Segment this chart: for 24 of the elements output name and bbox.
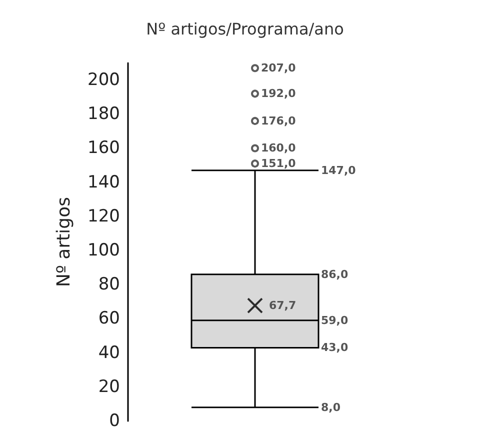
annotation: 192,0 bbox=[261, 87, 296, 100]
y-tick-label: 20 bbox=[98, 376, 120, 397]
y-tick-label: 60 bbox=[98, 308, 120, 329]
y-tick-label: 180 bbox=[88, 104, 120, 124]
text: 8,0 bbox=[321, 400, 341, 414]
annotation: 176,0 bbox=[261, 114, 296, 128]
annotation: 207,0 bbox=[261, 62, 296, 75]
y-tick-label: 40 bbox=[98, 342, 120, 363]
annotation: 160,0 bbox=[261, 142, 296, 155]
annotation: 151,0 bbox=[261, 157, 296, 170]
y-axis-title: Nº artigos bbox=[54, 197, 74, 287]
text: 43,0 bbox=[321, 341, 348, 354]
y-tick-label: 120 bbox=[88, 206, 120, 226]
y-tick-label: 80 bbox=[98, 274, 120, 295]
y-tick-label: 200 bbox=[88, 70, 120, 90]
annotation: 67,7 bbox=[269, 299, 296, 312]
text: 147,0 bbox=[321, 164, 356, 177]
y-tick-label: 160 bbox=[88, 138, 120, 158]
y-tick-label: 0 bbox=[109, 411, 120, 431]
text: 86,0 bbox=[321, 268, 348, 281]
chart-title: Nº artigos/Programa/ano bbox=[146, 20, 344, 38]
y-tick-label: 140 bbox=[88, 172, 120, 192]
text: 59,0 bbox=[321, 314, 348, 327]
y-tick-label: 100 bbox=[88, 240, 120, 261]
